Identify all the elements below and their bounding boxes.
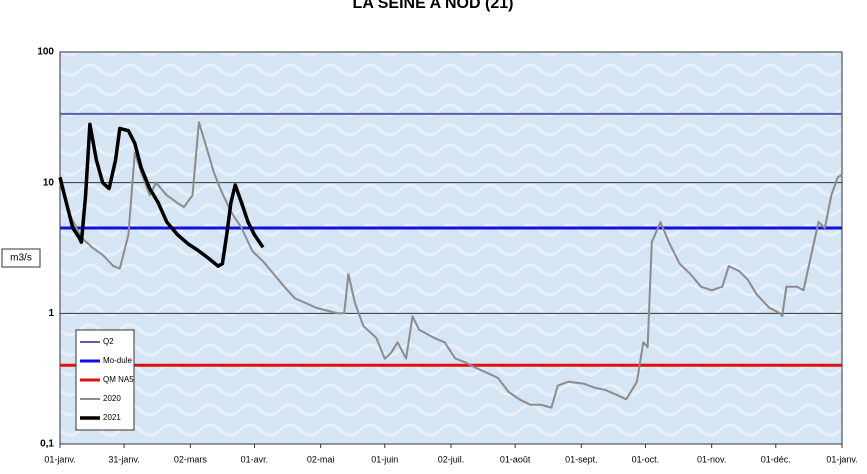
x-tick-label: 01-sept. — [565, 454, 598, 464]
x-tick-label: 02-juil. — [438, 454, 465, 464]
x-tick-label: 01-août — [500, 454, 531, 464]
y-axis-label: m3/s — [10, 253, 32, 264]
x-tick-label: 01-déc. — [761, 454, 791, 464]
y-tick-label: 1 — [48, 308, 54, 319]
x-tick-label: 01-janv. — [826, 454, 857, 464]
y-tick-label: 0,1 — [40, 439, 54, 450]
y-tick-label: 100 — [37, 47, 54, 58]
x-tick-label: 01-janv. — [44, 454, 75, 464]
x-tick-label: 02-mars — [174, 454, 208, 464]
chart-title: LA SEINE A NOD (21) — [353, 0, 514, 12]
legend-label: Mo-dule — [103, 356, 132, 365]
y-tick-label: 10 — [43, 177, 55, 188]
x-tick-label: 01-oct. — [632, 454, 660, 464]
legend-label: 2020 — [103, 394, 121, 403]
x-tick-label: 01-avr. — [241, 454, 269, 464]
x-tick-label: 01-nov. — [697, 454, 726, 464]
series-line — [59, 121, 843, 409]
y-label-box — [1, 248, 41, 268]
series-line — [58, 122, 265, 268]
legend-label: QM NA5 — [103, 375, 134, 384]
legend-label: Q2 — [103, 337, 114, 346]
x-tick-label: 31-janv. — [108, 454, 139, 464]
x-tick-label: 02-mai — [307, 454, 335, 464]
legend-label: 2021 — [103, 413, 121, 422]
x-tick-label: 01-juin — [371, 454, 398, 464]
plot-area — [59, 51, 843, 445]
